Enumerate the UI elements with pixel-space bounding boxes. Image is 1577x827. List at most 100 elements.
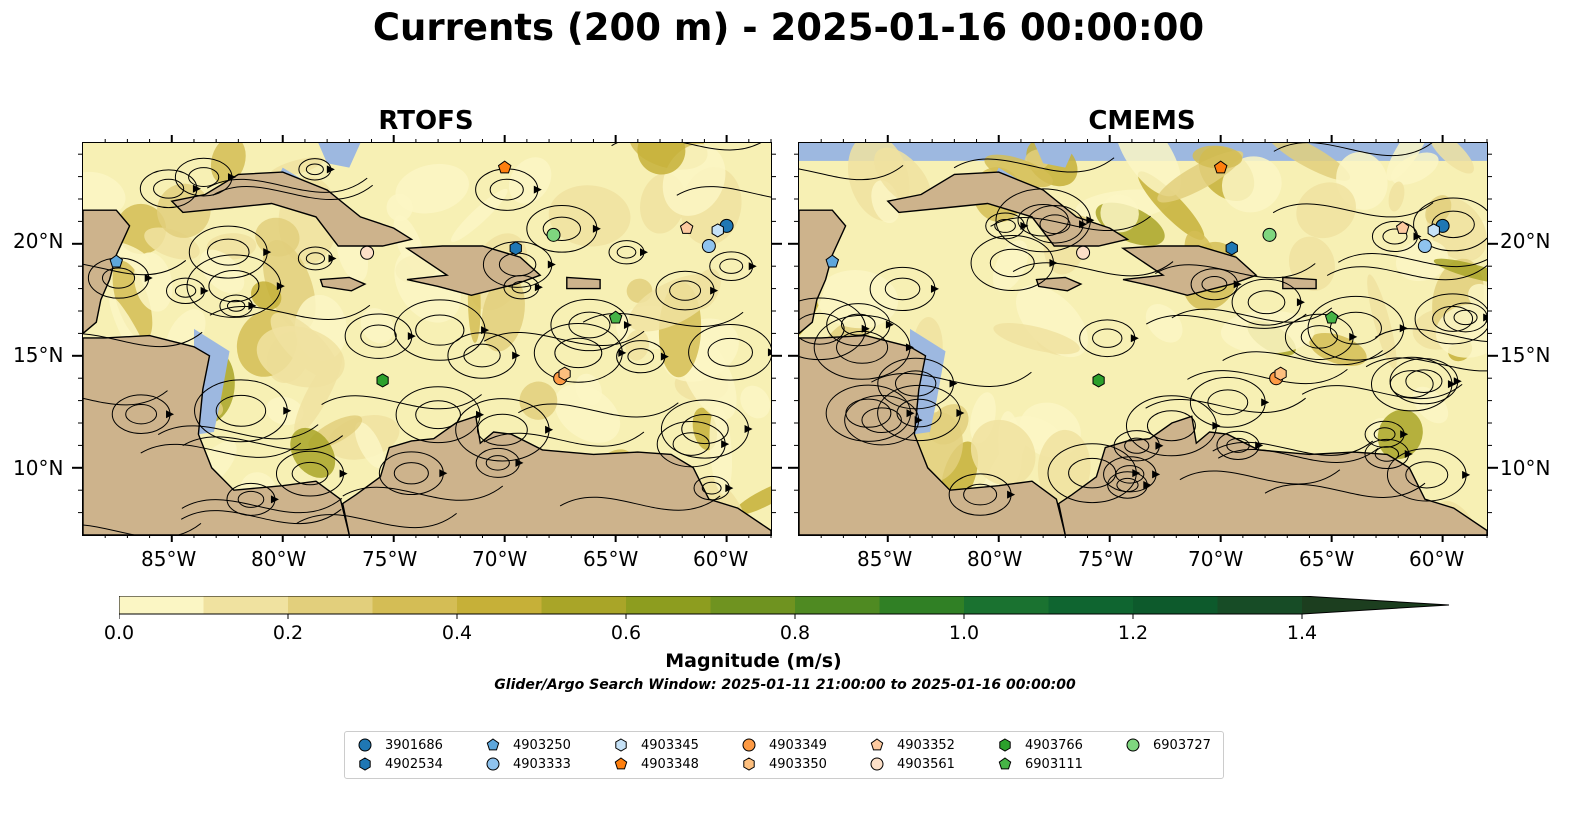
streamline-arrow <box>1483 313 1487 322</box>
streamline-arrow <box>592 224 601 233</box>
land-jamaica <box>1035 276 1083 292</box>
magnitude-patch <box>354 422 385 469</box>
streamline-arrow <box>1261 398 1270 407</box>
legend-marker <box>614 757 628 770</box>
eddy-streamline <box>1247 290 1286 315</box>
magnitude-patch <box>874 147 931 207</box>
colorbar-segment <box>1217 596 1303 614</box>
float-marker-4903333 <box>1417 239 1432 254</box>
streamline-arrow <box>1155 441 1164 450</box>
legend-item-4903348: 4903348 <box>613 756 699 772</box>
colorbar-segment <box>795 596 880 614</box>
colorbar-segment <box>964 596 1049 614</box>
magnitude-patch <box>1468 283 1487 309</box>
streamline-arrow <box>1404 449 1413 458</box>
flow-streamline <box>182 435 344 451</box>
float-marker-4903350 <box>1274 366 1287 381</box>
colorbar-tick-1: 0.2 <box>272 622 304 644</box>
streamline-arrow <box>547 260 556 269</box>
streamline-arrow <box>1486 314 1487 323</box>
float-marker-4903345 <box>1427 223 1440 238</box>
float-marker-4903250 <box>109 254 124 268</box>
hexagon-marker-icon <box>359 757 371 771</box>
eddy-streamline <box>1414 293 1487 345</box>
flow-streamline <box>483 431 645 447</box>
land-jamaica <box>319 276 367 292</box>
colorbar-extend-arrow <box>1302 596 1449 614</box>
streamline-arrow <box>283 406 292 415</box>
streamline-arrow <box>534 283 543 292</box>
eddy-streamline <box>719 258 744 274</box>
streamline-arrow <box>1255 441 1264 450</box>
eddy-streamline <box>415 314 465 346</box>
eddy-streamline <box>476 413 528 446</box>
legend-marker <box>359 757 371 771</box>
streamline-arrow <box>618 348 627 357</box>
flow-streamline <box>953 157 1115 173</box>
magnitude-patch <box>1221 156 1282 213</box>
eddy-streamline <box>894 370 937 397</box>
figure-title: Currents (200 m) - 2025-01-16 00:00:00 <box>372 6 1205 49</box>
magnitude-patch <box>1388 181 1405 212</box>
eddy-streamline <box>701 481 722 495</box>
eddy-streamline <box>1382 228 1408 245</box>
eddy-streamline <box>681 414 729 445</box>
streamline-arrow <box>227 173 236 182</box>
eddy-streamline <box>101 267 136 289</box>
eddy-streamline <box>1039 214 1071 235</box>
eddy-streamline <box>707 337 753 367</box>
land-cuba <box>170 171 414 247</box>
magnitude-patch <box>519 381 558 420</box>
legend-label: 4903352 <box>897 737 955 753</box>
streamline-arrow <box>1453 377 1462 386</box>
flow-streamline <box>1171 307 1333 323</box>
eddy-streamline <box>1405 369 1443 393</box>
land-hispaniola <box>1120 245 1258 297</box>
magnitude-patch <box>1145 304 1183 343</box>
flow-streamline <box>990 215 1151 232</box>
eddy-streamline <box>1146 410 1196 442</box>
streamline-arrow <box>748 262 757 271</box>
magnitude-patch <box>508 157 552 204</box>
eddy-streamline <box>153 178 185 199</box>
eddy-streamline <box>627 348 655 366</box>
colorbar-segment <box>710 596 796 614</box>
panel-title-cmems: CMEMS <box>1088 106 1196 136</box>
hexagon-marker-icon <box>999 738 1011 752</box>
colorbar-segment <box>541 596 627 614</box>
magnitude-patch <box>740 385 771 419</box>
streamline-arrow <box>1233 280 1242 289</box>
eddy-streamline <box>989 248 1035 278</box>
eddy-streamline <box>237 490 265 508</box>
streamline-arrow <box>767 348 771 357</box>
legend-item-4903561: 4903561 <box>869 756 955 772</box>
colorbar-segment <box>879 596 965 614</box>
lon-tick-60w-right: 60°W <box>1409 547 1465 571</box>
float-marker-4903561 <box>360 245 375 260</box>
lon-tick-85w-left: 85°W <box>141 547 197 571</box>
streamline-arrow <box>144 274 153 283</box>
eddy-streamline <box>672 432 710 456</box>
flow-streamline <box>483 330 645 347</box>
streamline-arrow <box>1130 334 1139 343</box>
legend-item-4903250: 4903250 <box>485 737 571 753</box>
float-marker-4903352 <box>679 220 694 234</box>
land-hispaniola <box>404 245 542 297</box>
streamline-arrow <box>639 248 648 257</box>
eddy-streamline <box>1374 446 1400 462</box>
magnitude-patch <box>270 312 339 379</box>
legend-item-4903766: 4903766 <box>997 737 1083 753</box>
eddy-streamline <box>215 394 267 427</box>
eddy-streamline <box>1405 461 1449 489</box>
colorbar-tick-0: 0.0 <box>103 622 135 644</box>
legend-marker <box>999 738 1011 752</box>
lon-tick-80w-left: 80°W <box>251 547 307 571</box>
magnitude-patch <box>1296 182 1356 239</box>
magnitude-patch <box>386 193 413 222</box>
eddy-streamline <box>415 400 461 430</box>
colorbar-outline <box>119 596 1450 615</box>
lat-tick-15n-left: 15°N <box>13 343 64 367</box>
streamline-arrow <box>1399 324 1408 333</box>
eddy-streamline <box>305 163 324 176</box>
flow-streamline <box>1145 397 1306 413</box>
